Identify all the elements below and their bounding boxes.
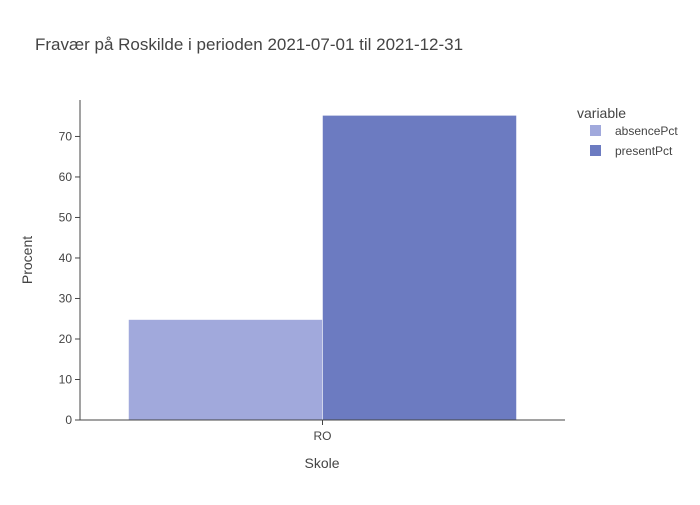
plot-area: 0 10 20 30 40 50 60 70 RO [59,100,565,443]
bar-absencePct[interactable] [128,319,323,421]
x-axis-title: Skole [304,455,339,471]
y-tick-label: 20 [59,332,73,346]
bar-presentPct[interactable] [322,115,517,421]
bars-layer [128,115,517,421]
y-ticks-layer: 0 10 20 30 40 50 60 70 [59,129,80,427]
chart-title: Fravær på Roskilde i perioden 2021-07-01… [35,35,463,54]
y-tick-label: 40 [59,251,73,265]
legend-items: absencePct presentPct [590,124,678,158]
legend-swatch-absencePct[interactable] [590,125,601,136]
y-tick-label: 60 [59,170,73,184]
y-axis-title: Procent [19,236,35,284]
legend: variable absencePct presentPct [577,105,678,158]
y-tick-label: 50 [59,210,73,224]
y-tick-label: 70 [59,129,73,143]
x-ticks-layer: RO [314,420,332,443]
legend-title: variable [577,105,626,121]
x-tick-label: RO [314,429,332,443]
y-tick-label: 0 [65,413,72,427]
legend-swatch-presentPct[interactable] [590,145,601,156]
y-tick-label: 30 [59,291,73,305]
legend-label-absencePct[interactable]: absencePct [615,124,678,138]
legend-label-presentPct[interactable]: presentPct [615,144,673,158]
y-tick-label: 10 [59,372,73,386]
